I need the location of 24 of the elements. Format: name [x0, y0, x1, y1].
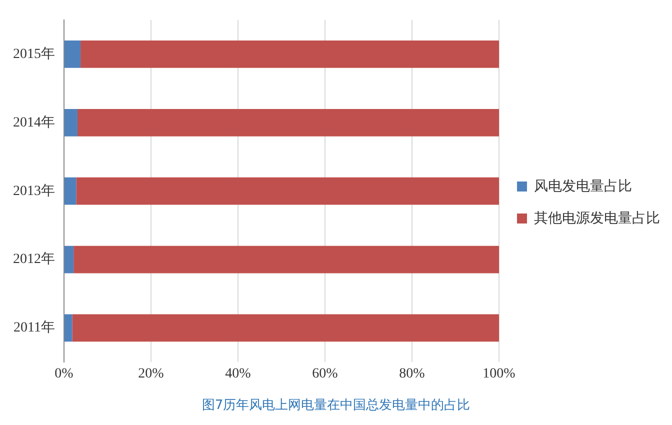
- bar: [64, 246, 74, 274]
- bar: [80, 40, 499, 68]
- bar: [74, 246, 499, 274]
- y-tick-label: 2011年: [14, 320, 55, 336]
- bar: [64, 177, 76, 205]
- bar: [64, 40, 81, 68]
- legend-label: 其他电源发电量占比: [534, 209, 660, 226]
- x-tick-label: 80%: [399, 366, 426, 382]
- caption: 图7历年风电上网电量在中国总发电量中的占比: [200, 397, 472, 414]
- y-tick-label: 2015年: [13, 46, 55, 62]
- bar: [64, 314, 72, 342]
- x-tick-label: 40%: [225, 366, 252, 382]
- x-tick-label: 0%: [54, 366, 74, 382]
- x-tick-label: 60%: [312, 366, 338, 382]
- y-tick-label: 2014年: [13, 114, 55, 130]
- legend-label: 风电发电量占比: [534, 177, 632, 194]
- x-tick-label: 20%: [138, 366, 164, 382]
- x-tick-label: 100%: [482, 366, 516, 382]
- bar: [64, 108, 78, 136]
- y-tick-label: 2013年: [13, 182, 55, 199]
- bar: [72, 314, 499, 342]
- y-tick-label: 2012年: [13, 251, 55, 268]
- bar: [76, 177, 499, 205]
- bar: [77, 108, 499, 136]
